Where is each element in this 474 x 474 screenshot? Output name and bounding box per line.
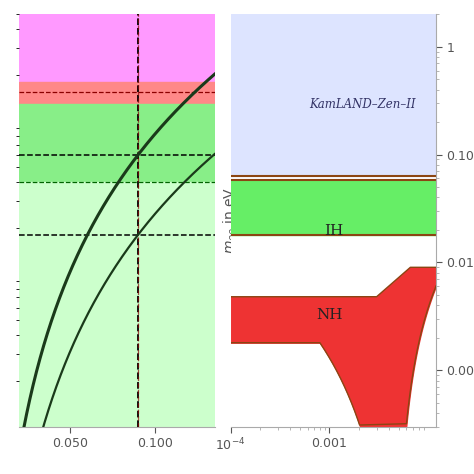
Text: NH: NH [316, 308, 343, 322]
Y-axis label: $m_{ee}$ in eV: $m_{ee}$ in eV [221, 187, 239, 254]
Bar [19, 182, 215, 427]
Text: IH: IH [324, 224, 343, 238]
Bar [19, 104, 215, 182]
Bar [231, 180, 436, 235]
Bar [19, 14, 215, 82]
Bar [19, 82, 215, 104]
Text: KamLAND–Zen–II: KamLAND–Zen–II [309, 99, 415, 111]
